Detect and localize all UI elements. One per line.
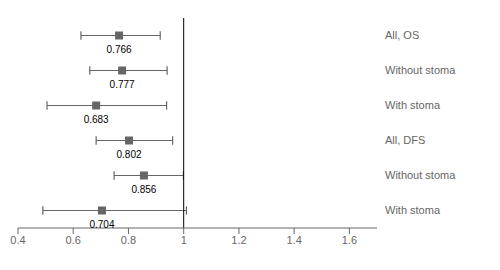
svg-text:1.2: 1.2 bbox=[231, 234, 246, 246]
svg-text:0.777: 0.777 bbox=[110, 79, 135, 90]
svg-text:With stoma: With stoma bbox=[385, 99, 441, 111]
svg-text:0.704: 0.704 bbox=[89, 219, 114, 230]
svg-text:0.856: 0.856 bbox=[131, 184, 156, 195]
svg-text:0.766: 0.766 bbox=[107, 44, 132, 55]
svg-text:Without stoma: Without stoma bbox=[385, 169, 456, 181]
svg-text:With stoma: With stoma bbox=[385, 204, 441, 216]
svg-text:0.683: 0.683 bbox=[84, 114, 109, 125]
svg-text:0.802: 0.802 bbox=[116, 149, 141, 160]
svg-text:0.6: 0.6 bbox=[66, 234, 81, 246]
svg-text:1.6: 1.6 bbox=[342, 234, 357, 246]
svg-text:All, DFS: All, DFS bbox=[385, 134, 425, 146]
svg-text:1: 1 bbox=[181, 234, 187, 246]
svg-text:0.8: 0.8 bbox=[121, 234, 136, 246]
svg-text:Without stoma: Without stoma bbox=[385, 64, 456, 76]
svg-text:1.4: 1.4 bbox=[287, 234, 302, 246]
svg-text:0.4: 0.4 bbox=[10, 234, 25, 246]
svg-text:All, OS: All, OS bbox=[385, 29, 419, 41]
